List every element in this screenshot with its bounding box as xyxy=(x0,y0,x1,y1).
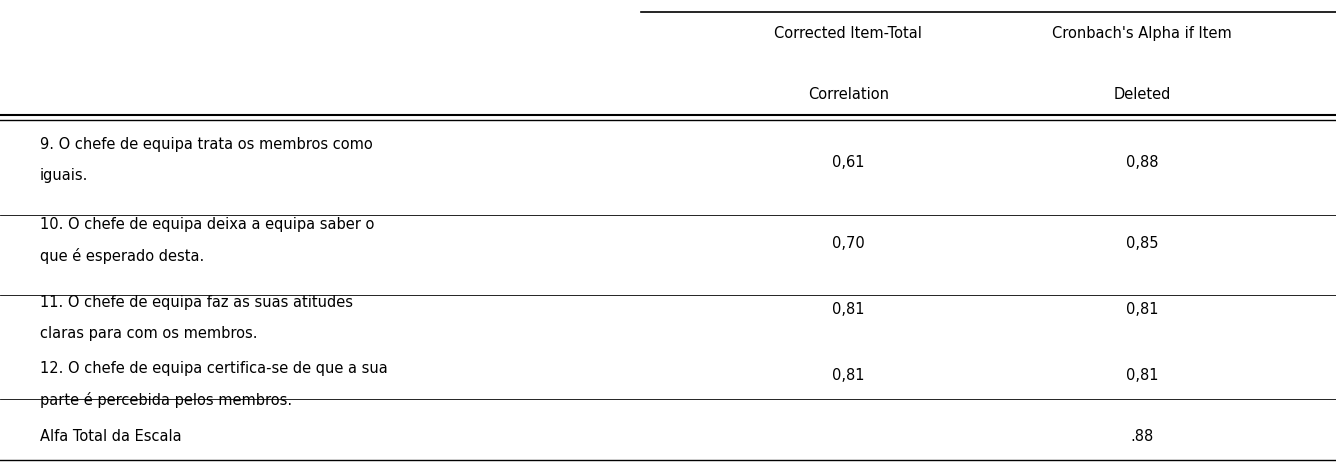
Text: Correlation: Correlation xyxy=(808,87,888,102)
Text: 0,88: 0,88 xyxy=(1126,155,1158,170)
Text: Cronbach's Alpha if Item: Cronbach's Alpha if Item xyxy=(1053,25,1232,41)
Text: 0,81: 0,81 xyxy=(1126,302,1158,317)
Text: que é esperado desta.: que é esperado desta. xyxy=(40,248,204,264)
Text: 10. O chefe de equipa deixa a equipa saber o: 10. O chefe de equipa deixa a equipa sab… xyxy=(40,217,374,232)
Text: .88: .88 xyxy=(1130,429,1154,444)
Text: 0,85: 0,85 xyxy=(1126,236,1158,251)
Text: 9. O chefe de equipa trata os membros como: 9. O chefe de equipa trata os membros co… xyxy=(40,137,373,152)
Text: 11. O chefe de equipa faz as suas atitudes: 11. O chefe de equipa faz as suas atitud… xyxy=(40,295,353,310)
Text: 0,61: 0,61 xyxy=(832,155,864,170)
Text: parte é percebida pelos membros.: parte é percebida pelos membros. xyxy=(40,392,293,408)
Text: 0,81: 0,81 xyxy=(832,368,864,383)
Text: Corrected Item-Total: Corrected Item-Total xyxy=(775,25,922,41)
Text: 0,70: 0,70 xyxy=(832,236,864,251)
Text: Alfa Total da Escala: Alfa Total da Escala xyxy=(40,429,182,444)
Text: 12. O chefe de equipa certifica-se de que a sua: 12. O chefe de equipa certifica-se de qu… xyxy=(40,361,387,376)
Text: claras para com os membros.: claras para com os membros. xyxy=(40,326,258,341)
Text: 0,81: 0,81 xyxy=(832,302,864,317)
Text: 0,81: 0,81 xyxy=(1126,368,1158,383)
Text: Deleted: Deleted xyxy=(1114,87,1170,102)
Text: iguais.: iguais. xyxy=(40,168,88,183)
